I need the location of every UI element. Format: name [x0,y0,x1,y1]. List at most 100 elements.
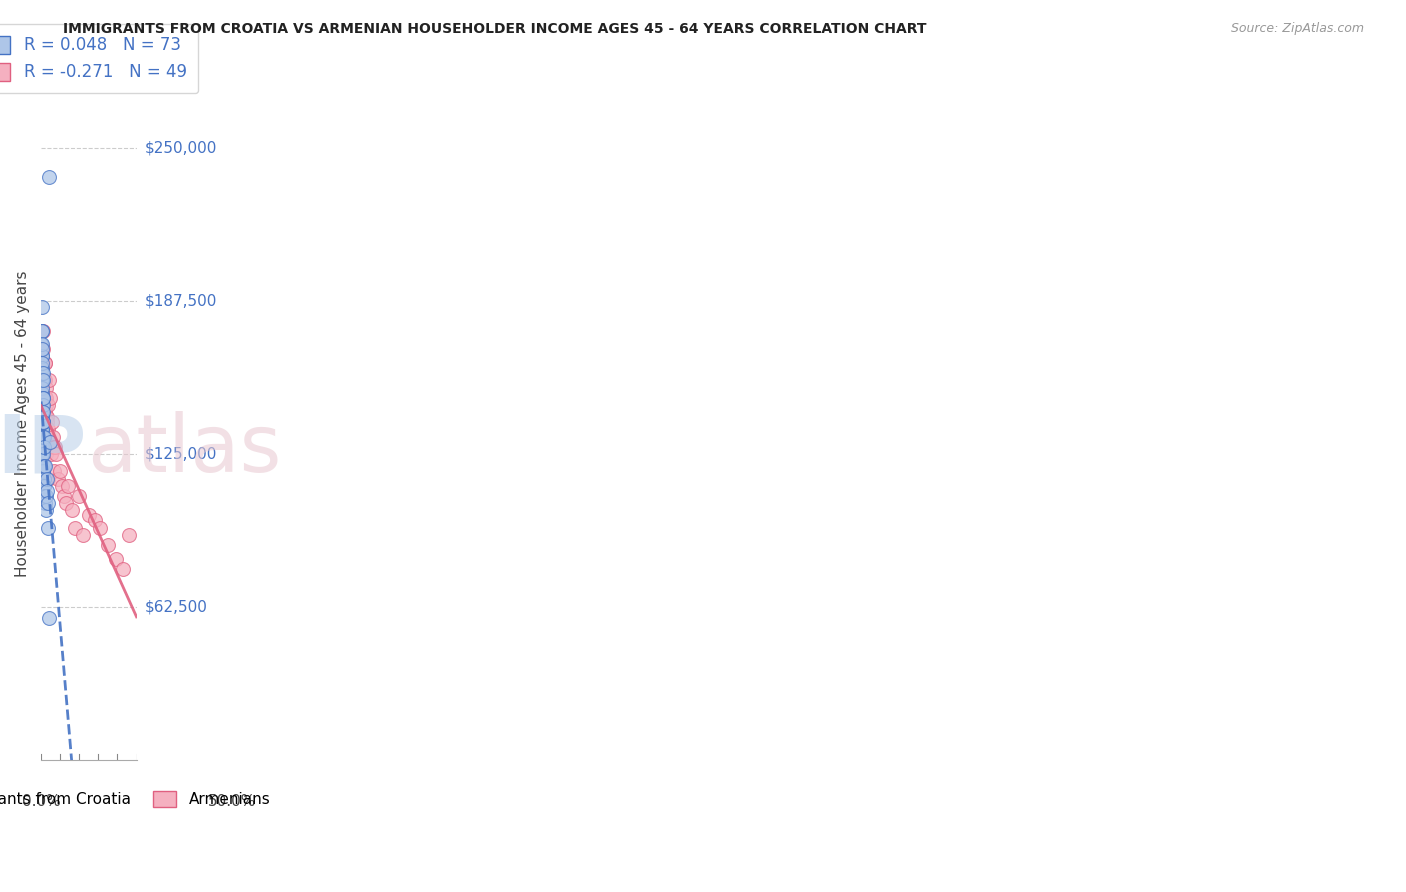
Point [32,440,55,454]
Point [39,434,62,449]
Point [42,440,65,454]
Point [34,479,56,493]
Point [34,381,56,395]
Text: ZIP: ZIP [0,411,87,490]
Point [55,496,77,510]
Point [31,423,53,437]
Point [67,489,90,503]
Point [31,361,53,376]
Y-axis label: Householder Income Ages 45 - 64 years: Householder Income Ages 45 - 64 years [15,270,30,576]
Point [56,479,79,493]
Point [31,374,53,388]
Point [34,415,56,429]
Point [32,325,55,339]
Point [31,336,53,351]
Point [37,440,59,454]
Point [31,447,53,461]
Point [38,611,60,625]
Point [31,447,53,461]
Point [31,423,53,437]
Point [31,440,53,454]
Point [60,503,83,517]
Point [34,405,56,419]
Point [30,398,52,412]
Point [37,398,59,412]
Text: atlas: atlas [87,411,281,490]
Point [32,464,55,478]
Text: $62,500: $62,500 [145,599,208,615]
Point [31,447,53,461]
Point [38,391,60,405]
Point [34,489,56,503]
Point [34,356,56,370]
Point [44,464,66,478]
Point [41,415,63,429]
Point [31,459,53,474]
Point [32,489,55,503]
Point [89,520,111,534]
Point [30,423,52,437]
Point [31,410,53,425]
Point [31,342,53,356]
Point [32,391,55,405]
Point [35,447,58,461]
Point [31,398,53,412]
Text: 50.0%: 50.0% [208,794,256,809]
Point [41,430,63,444]
Point [30,374,52,388]
Point [112,562,135,576]
Point [37,415,59,429]
Text: IMMIGRANTS FROM CROATIA VS ARMENIAN HOUSEHOLDER INCOME AGES 45 - 64 YEARS CORREL: IMMIGRANTS FROM CROATIA VS ARMENIAN HOUS… [63,22,927,37]
Point [32,415,55,429]
Point [31,361,53,376]
Point [53,489,76,503]
Point [31,415,53,429]
Point [31,374,53,388]
Point [32,430,55,444]
Point [39,440,62,454]
Point [31,398,53,412]
Point [38,169,60,184]
Point [31,391,53,405]
Point [37,423,59,437]
Point [77,508,100,523]
Point [31,349,53,363]
Point [34,356,56,370]
Point [45,447,67,461]
Point [97,538,120,552]
Legend: Immigrants from Croatia, Armenians: Immigrants from Croatia, Armenians [0,785,277,814]
Point [35,391,58,405]
Point [31,381,53,395]
Text: 0.0%: 0.0% [21,794,60,809]
Point [34,496,56,510]
Text: $250,000: $250,000 [145,140,218,155]
Point [31,349,53,363]
Point [31,464,53,478]
Point [37,496,59,510]
Point [31,300,53,314]
Point [31,459,53,474]
Point [30,447,52,461]
Point [35,489,58,503]
Point [37,471,59,485]
Point [31,366,53,380]
Point [31,336,53,351]
Point [37,520,59,534]
Point [31,405,53,419]
Point [31,415,53,429]
Point [32,471,55,485]
Point [38,434,60,449]
Point [31,374,53,388]
Point [39,447,62,461]
Point [35,471,58,485]
Point [31,430,53,444]
Point [31,325,53,339]
Point [65,520,87,534]
Point [49,464,72,478]
Point [35,410,58,425]
Point [32,464,55,478]
Point [46,471,69,485]
Point [32,391,55,405]
Point [83,513,105,527]
Point [31,366,53,380]
